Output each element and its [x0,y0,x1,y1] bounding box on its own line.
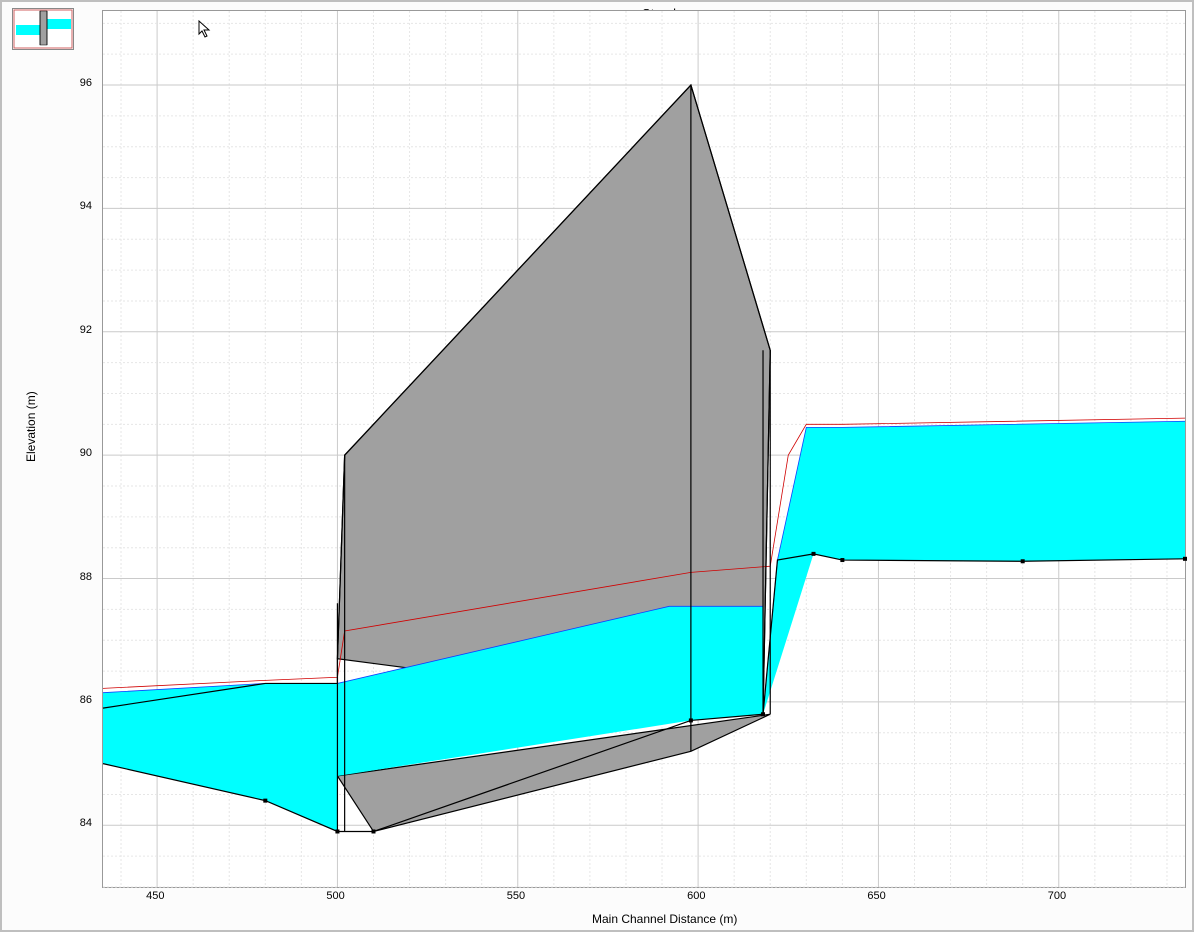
plot-area[interactable] [102,10,1186,888]
overview-thumbnail[interactable] [12,8,74,50]
plot-svg [103,11,1185,887]
y-tick-label: 96 [80,77,92,89]
y-tick-label: 90 [80,447,92,459]
chart-window: Storelva Elevation (m) Main Channel Dist… [0,0,1194,932]
x-axis-title: Main Channel Distance (m) [592,912,737,926]
y-axis-title: Elevation (m) [24,391,38,462]
y-tick-label: 92 [80,324,92,336]
x-tick-label: 700 [1048,890,1066,902]
y-tick-label: 88 [80,571,92,583]
y-tick-label: 84 [80,817,92,829]
x-tick-label: 650 [867,890,885,902]
y-tick-label: 86 [80,694,92,706]
x-tick-label: 550 [507,890,525,902]
x-tick-label: 500 [326,890,344,902]
x-tick-label: 600 [687,890,705,902]
y-tick-label: 94 [80,200,92,212]
x-tick-label: 450 [146,890,164,902]
thumbnail-svg [13,9,73,49]
